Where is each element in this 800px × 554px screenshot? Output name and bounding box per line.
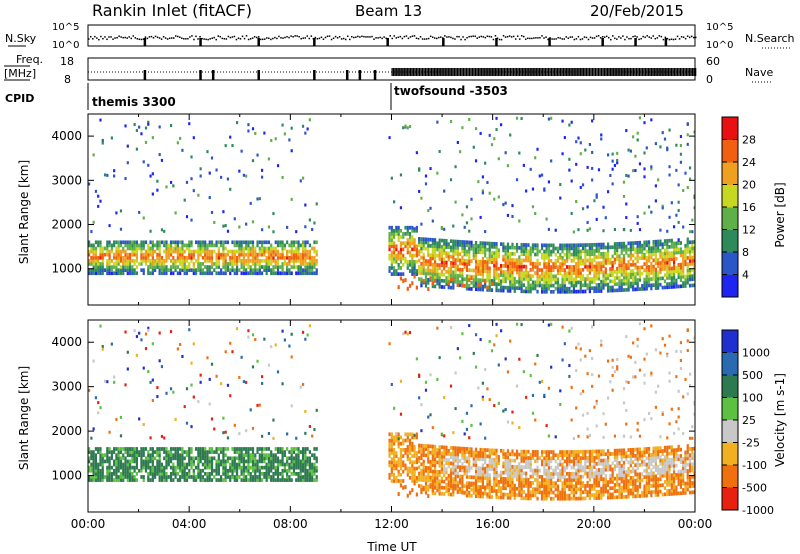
- noise-strip-frame: [87, 24, 696, 47]
- velocity-heatmap-cells: [88, 322, 695, 501]
- colorbar-tick-label: 20: [742, 179, 756, 192]
- colorbar-swatch: [722, 420, 738, 443]
- xtick-label: 04:00: [172, 517, 207, 531]
- colorbar-swatch: [722, 117, 738, 140]
- ytick-label: 1000: [51, 262, 82, 276]
- xtick-label: 12:00: [374, 517, 409, 531]
- power-axes: 1000 2000 3000 4000: [51, 114, 696, 305]
- noise-tick-right-top: 10^5: [706, 22, 733, 33]
- colorbar-tick-label: 4: [742, 269, 749, 282]
- noise-tick-left-bottom: 10^0: [52, 40, 79, 51]
- colorbar-tick-label: 8: [742, 246, 749, 259]
- colorbar-tick-label: -500: [742, 482, 767, 495]
- power-heatmap-cells: [88, 116, 695, 294]
- date-title: 20/Feb/2015: [590, 2, 684, 20]
- xtick-label: 08:00: [273, 517, 308, 531]
- ytick-label: 4000: [51, 129, 82, 143]
- xtick-label: 00:00: [678, 517, 713, 531]
- ytick-label: 3000: [51, 173, 82, 187]
- colorbar-tick-label: 24: [742, 156, 756, 169]
- colorbar-swatch: [722, 397, 738, 421]
- freq-tick-bottom: 8: [64, 73, 71, 86]
- colorbar-tick-label: -1000: [742, 504, 774, 517]
- colorbar-tick-label: 500: [742, 369, 763, 382]
- nave-tick-bottom: 0: [706, 73, 713, 86]
- colorbar-swatch: [722, 330, 738, 353]
- ytick-label: 1000: [51, 469, 82, 483]
- colorbar-tick-label: 1000: [742, 347, 770, 360]
- colorbar-swatch: [722, 162, 738, 185]
- colorbar-tick-label: 16: [742, 201, 756, 214]
- cpid-label: CPID: [5, 92, 34, 105]
- colorbar-swatch: [722, 352, 738, 376]
- colorbar-swatch: [722, 229, 738, 253]
- xtick-label: 16:00: [475, 517, 510, 531]
- velocity-axes: 1000 2000 3000 4000 00:00 04:00 08:00 12:00 16:0…: [51, 320, 712, 531]
- xtick-label: 00:00: [71, 517, 106, 531]
- colorbar-swatch: [722, 274, 738, 298]
- velocity-ylabel: Slant Range [km]: [17, 366, 31, 470]
- power-colorbar-label: Power [dB]: [773, 182, 787, 247]
- colorbar-tick-label: -25: [742, 437, 760, 450]
- colorbar-swatch: [722, 252, 738, 275]
- colorbar-swatch: [722, 184, 738, 208]
- colorbar-swatch: [722, 375, 738, 398]
- colorbar-swatch: [722, 487, 738, 511]
- ytick-label: 2000: [51, 424, 82, 438]
- cpid-segment-2: twofsound -3503: [394, 84, 508, 98]
- power-ylabel: Slant Range [km]: [17, 160, 31, 264]
- time-xlabel: Time UT: [366, 540, 417, 554]
- colorbar-tick-label: 100: [742, 392, 763, 405]
- cpid-segment-1: themis 3300: [92, 95, 176, 109]
- power-colorbar: 4 8 12 16 20 24 28: [721, 116, 756, 298]
- colorbar-tick-label: -100: [742, 459, 767, 472]
- colorbar-swatch: [722, 139, 738, 163]
- colorbar-swatch: [722, 442, 738, 466]
- colorbar-swatch: [722, 465, 738, 488]
- freq-label: Freq.: [16, 53, 43, 66]
- ytick-label: 4000: [51, 335, 82, 349]
- nsky-label: N.Sky: [5, 32, 37, 45]
- colorbar-tick-label: 12: [742, 224, 756, 237]
- noise-tick-left-top: 10^5: [52, 22, 79, 33]
- colorbar-swatch: [722, 207, 738, 230]
- ytick-label: 2000: [51, 218, 82, 232]
- freq-trace: [143, 68, 697, 80]
- colorbar-tick-label: 28: [742, 134, 756, 147]
- nave-label: Nave: [745, 66, 773, 79]
- station-title: Rankin Inlet (fitACF): [92, 1, 252, 20]
- xtick-label: 20:00: [577, 517, 612, 531]
- ytick-label: 3000: [51, 380, 82, 394]
- freq-tick-top: 18: [60, 55, 74, 68]
- freq-unit: [MHz]: [4, 67, 36, 80]
- velocity-colorbar: 1000 500 100 25 -25 -100 -500 -1000: [721, 329, 774, 517]
- velocity-colorbar-label: Velocity [m s-1]: [773, 373, 787, 467]
- noise-trace: [88, 35, 697, 46]
- colorbar-tick-label: 25: [742, 414, 756, 427]
- nave-tick-top: 60: [706, 55, 720, 68]
- nsearch-label: N.Search: [745, 32, 795, 45]
- noise-tick-right-bottom: 10^0: [706, 40, 733, 51]
- beam-title: Beam 13: [355, 2, 422, 20]
